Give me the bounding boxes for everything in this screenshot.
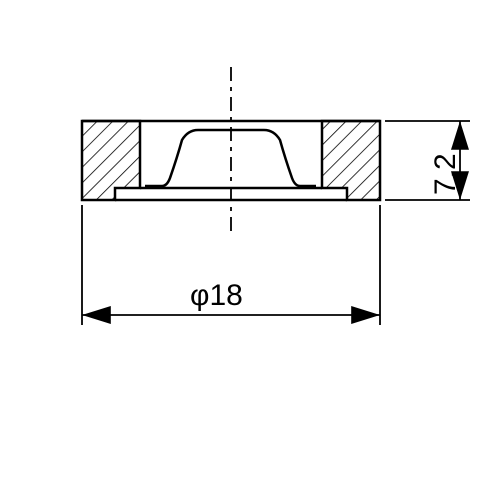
technical-drawing: φ18 7.2 — [0, 0, 500, 500]
section-right-wall — [322, 121, 380, 200]
section-left-wall — [82, 121, 140, 200]
dimension-height: 7.2 — [385, 121, 470, 200]
dimension-width-label: φ18 — [190, 279, 243, 312]
dimension-height-label: 7.2 — [429, 153, 462, 195]
